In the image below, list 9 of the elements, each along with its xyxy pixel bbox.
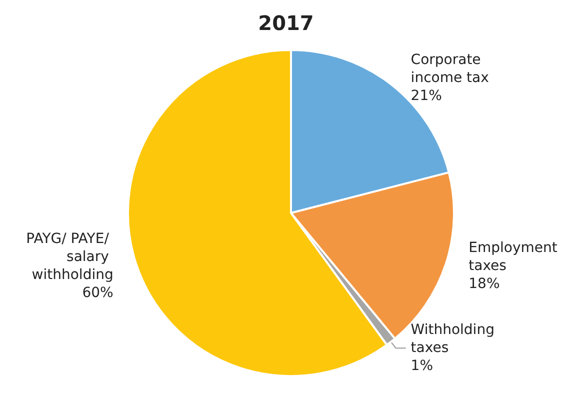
slice-label: Corporate income tax — [410, 52, 489, 86]
data-label: 60% — [82, 284, 114, 301]
data-label: 1% — [410, 358, 434, 374]
chart-title: 2017 — [258, 11, 314, 35]
data-label: 18% — [468, 276, 500, 292]
slice-label: Withholding taxes — [410, 322, 499, 356]
data-label: 21% — [410, 88, 442, 104]
slice-label: PAYG/ PAYE/ salary withholding — [26, 230, 114, 283]
slice-label: Employment taxes — [468, 240, 562, 274]
